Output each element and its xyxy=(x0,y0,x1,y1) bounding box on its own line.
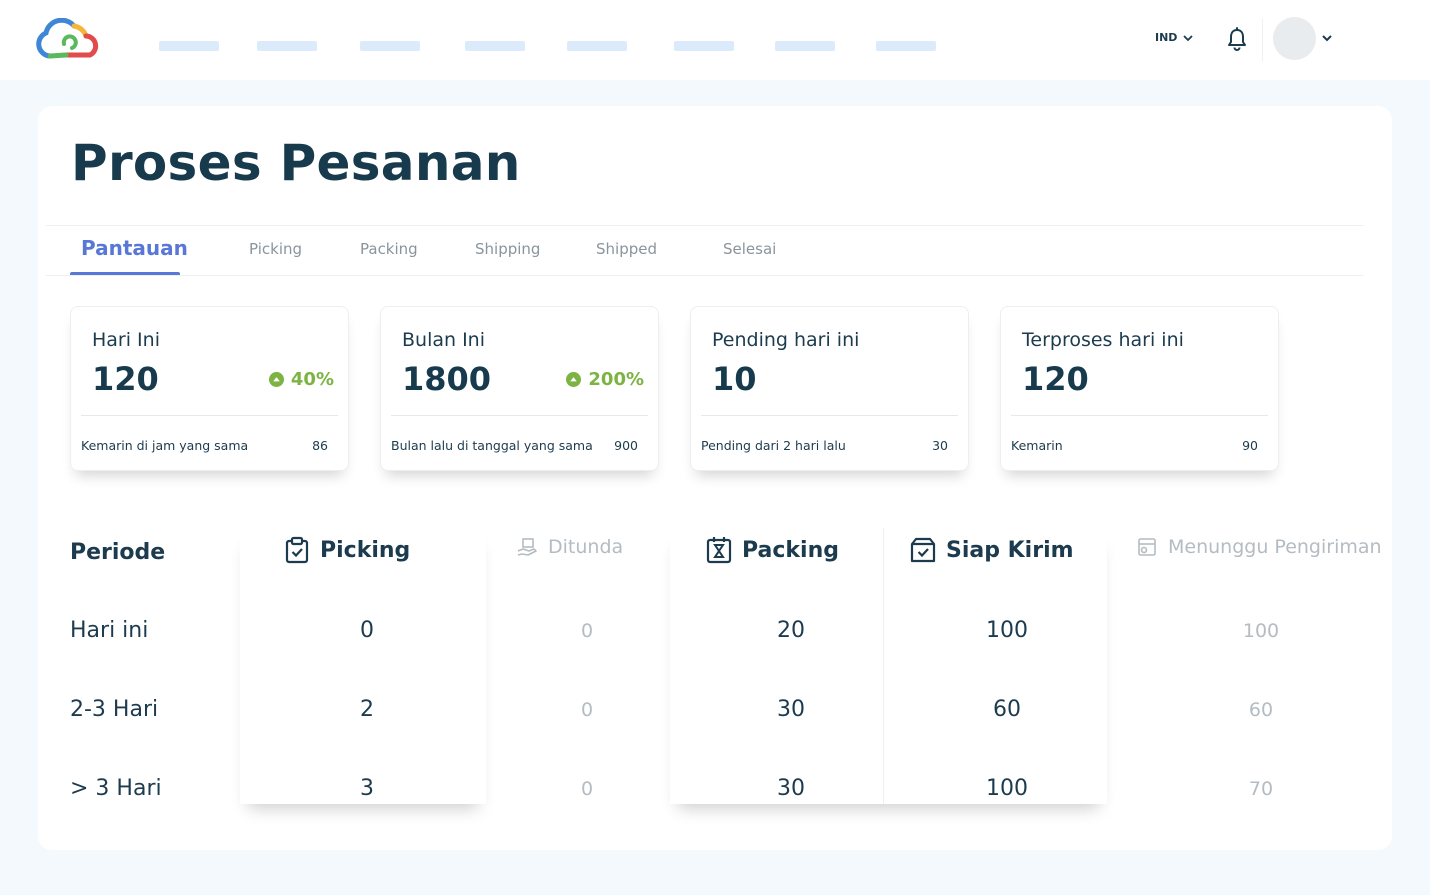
tab-picking[interactable]: Picking xyxy=(249,240,303,258)
column-header-siap-kirim: Siap Kirim xyxy=(910,536,1074,564)
stat-footer-value: 90 xyxy=(1242,438,1258,453)
divider xyxy=(701,415,958,416)
divider xyxy=(81,415,338,416)
cell-picking-lebih-3-hari: 3 xyxy=(360,776,374,801)
divider xyxy=(46,275,1364,276)
tab-shipping[interactable]: Shipping xyxy=(475,240,541,258)
stat-footer-label: Pending dari 2 hari lalu xyxy=(701,438,846,453)
nav-item-placeholder[interactable] xyxy=(674,41,734,51)
cell-picking-2-3-hari: 2 xyxy=(360,697,374,722)
cell-menunggu-lebih-3-hari: 70 xyxy=(1248,778,1274,800)
cell-ditunda-lebih-3-hari: 0 xyxy=(580,778,594,800)
stat-card-hari-ini: Hari Ini 120 40% Kemarin di jam yang sam… xyxy=(70,306,349,471)
column-header-label: Menunggu Pengiriman xyxy=(1168,536,1382,558)
nav-item-placeholder[interactable] xyxy=(360,41,420,51)
stat-card-terproses: Terproses hari ini 120 Kemarin 90 xyxy=(1000,306,1279,471)
column-header-picking: Picking xyxy=(284,536,410,564)
divider xyxy=(391,415,648,416)
cell-ditunda-hari-ini: 0 xyxy=(580,620,594,642)
main-card: Proses Pesanan Pantauan Picking Packing … xyxy=(38,106,1392,850)
arrow-up-circle-icon xyxy=(268,372,284,387)
bell-icon[interactable] xyxy=(1226,27,1248,51)
nav-item-placeholder[interactable] xyxy=(159,41,219,51)
stat-footer-label: Kemarin di jam yang sama xyxy=(81,438,249,453)
box-check-icon xyxy=(910,537,936,563)
cell-picking-hari-ini: 0 xyxy=(360,618,374,643)
stat-change-value: 200% xyxy=(588,369,644,390)
stat-change: 40% xyxy=(268,369,334,390)
cell-packing-2-3-hari: 30 xyxy=(777,697,805,722)
cell-siap-kirim-lebih-3-hari: 100 xyxy=(986,776,1028,801)
nav-item-placeholder[interactable] xyxy=(257,41,317,51)
stat-label: Terproses hari ini xyxy=(1022,329,1184,351)
stat-change-value: 40% xyxy=(290,369,334,390)
cell-menunggu-hari-ini: 100 xyxy=(1242,620,1280,642)
stat-footer-label: Bulan lalu di tanggal yang sama xyxy=(391,438,593,453)
tab-selesai[interactable]: Selesai xyxy=(723,240,777,258)
tab-pantauan[interactable]: Pantauan xyxy=(81,236,188,260)
header-divider xyxy=(1262,18,1263,62)
periode-header: Periode xyxy=(70,540,166,565)
cell-packing-hari-ini: 20 xyxy=(777,618,805,643)
stat-card-bulan-ini: Bulan Ini 1800 200% Bulan lalu di tangga… xyxy=(380,306,659,471)
active-tab-indicator xyxy=(70,272,180,276)
app-logo[interactable] xyxy=(36,18,102,60)
language-selector[interactable]: IND xyxy=(1155,31,1194,44)
stat-label: Bulan Ini xyxy=(402,329,486,351)
avatar[interactable] xyxy=(1273,17,1316,60)
stat-label: Hari Ini xyxy=(92,329,160,351)
top-bar: IND xyxy=(0,0,1430,80)
column-header-label: Siap Kirim xyxy=(946,537,1074,563)
chevron-down-icon xyxy=(1183,34,1194,41)
nav-item-placeholder[interactable] xyxy=(567,41,627,51)
stat-value: 10 xyxy=(712,360,757,398)
cell-ditunda-2-3-hari: 0 xyxy=(580,699,594,721)
stat-value: 120 xyxy=(1022,360,1089,398)
column-header-ditunda: Ditunda xyxy=(516,536,623,558)
stat-footer-value: 86 xyxy=(312,438,328,453)
stat-card-pending: Pending hari ini 10 Pending dari 2 hari … xyxy=(690,306,969,471)
clipboard-check-icon xyxy=(285,536,309,564)
column-header-label: Picking xyxy=(320,537,411,563)
nav-item-placeholder[interactable] xyxy=(775,41,835,51)
stat-value: 1800 xyxy=(402,360,492,398)
hourglass-calendar-icon xyxy=(706,537,732,564)
cell-siap-kirim-2-3-hari: 60 xyxy=(993,697,1021,722)
cell-siap-kirim-hari-ini: 100 xyxy=(986,618,1028,643)
row-label-hari-ini: Hari ini xyxy=(70,618,149,643)
hand-box-icon xyxy=(517,538,537,556)
row-label-lebih-3-hari: > 3 Hari xyxy=(70,776,162,801)
cell-packing-lebih-3-hari: 30 xyxy=(777,776,805,801)
truck-box-icon xyxy=(1138,538,1156,556)
column-header-packing: Packing xyxy=(706,536,839,564)
divider xyxy=(46,225,1364,226)
arrow-up-circle-icon xyxy=(566,372,582,387)
picking-column-card xyxy=(240,528,486,804)
tab-shipped[interactable]: Shipped xyxy=(596,240,657,258)
row-label-2-3-hari: 2-3 Hari xyxy=(70,697,159,722)
column-header-menunggu-pengiriman: Menunggu Pengiriman xyxy=(1136,536,1382,558)
stat-footer-label: Kemarin xyxy=(1011,438,1063,453)
stat-label: Pending hari ini xyxy=(712,329,860,351)
column-divider xyxy=(883,528,884,804)
column-header-label: Ditunda xyxy=(548,536,624,558)
stat-footer-value: 900 xyxy=(614,438,638,453)
column-header-label: Packing xyxy=(742,537,840,563)
language-label: IND xyxy=(1155,31,1178,44)
stat-value: 120 xyxy=(92,360,159,398)
stat-footer-value: 30 xyxy=(932,438,948,453)
page-title: Proses Pesanan xyxy=(71,134,521,192)
tab-packing[interactable]: Packing xyxy=(360,240,418,258)
nav-item-placeholder[interactable] xyxy=(465,41,525,51)
chevron-down-icon[interactable] xyxy=(1321,31,1333,45)
divider xyxy=(1011,415,1268,416)
packing-siap-kirim-column-card xyxy=(670,528,1107,804)
nav-item-placeholder[interactable] xyxy=(876,41,936,51)
stat-change: 200% xyxy=(566,369,644,390)
cell-menunggu-2-3-hari: 60 xyxy=(1248,699,1274,721)
